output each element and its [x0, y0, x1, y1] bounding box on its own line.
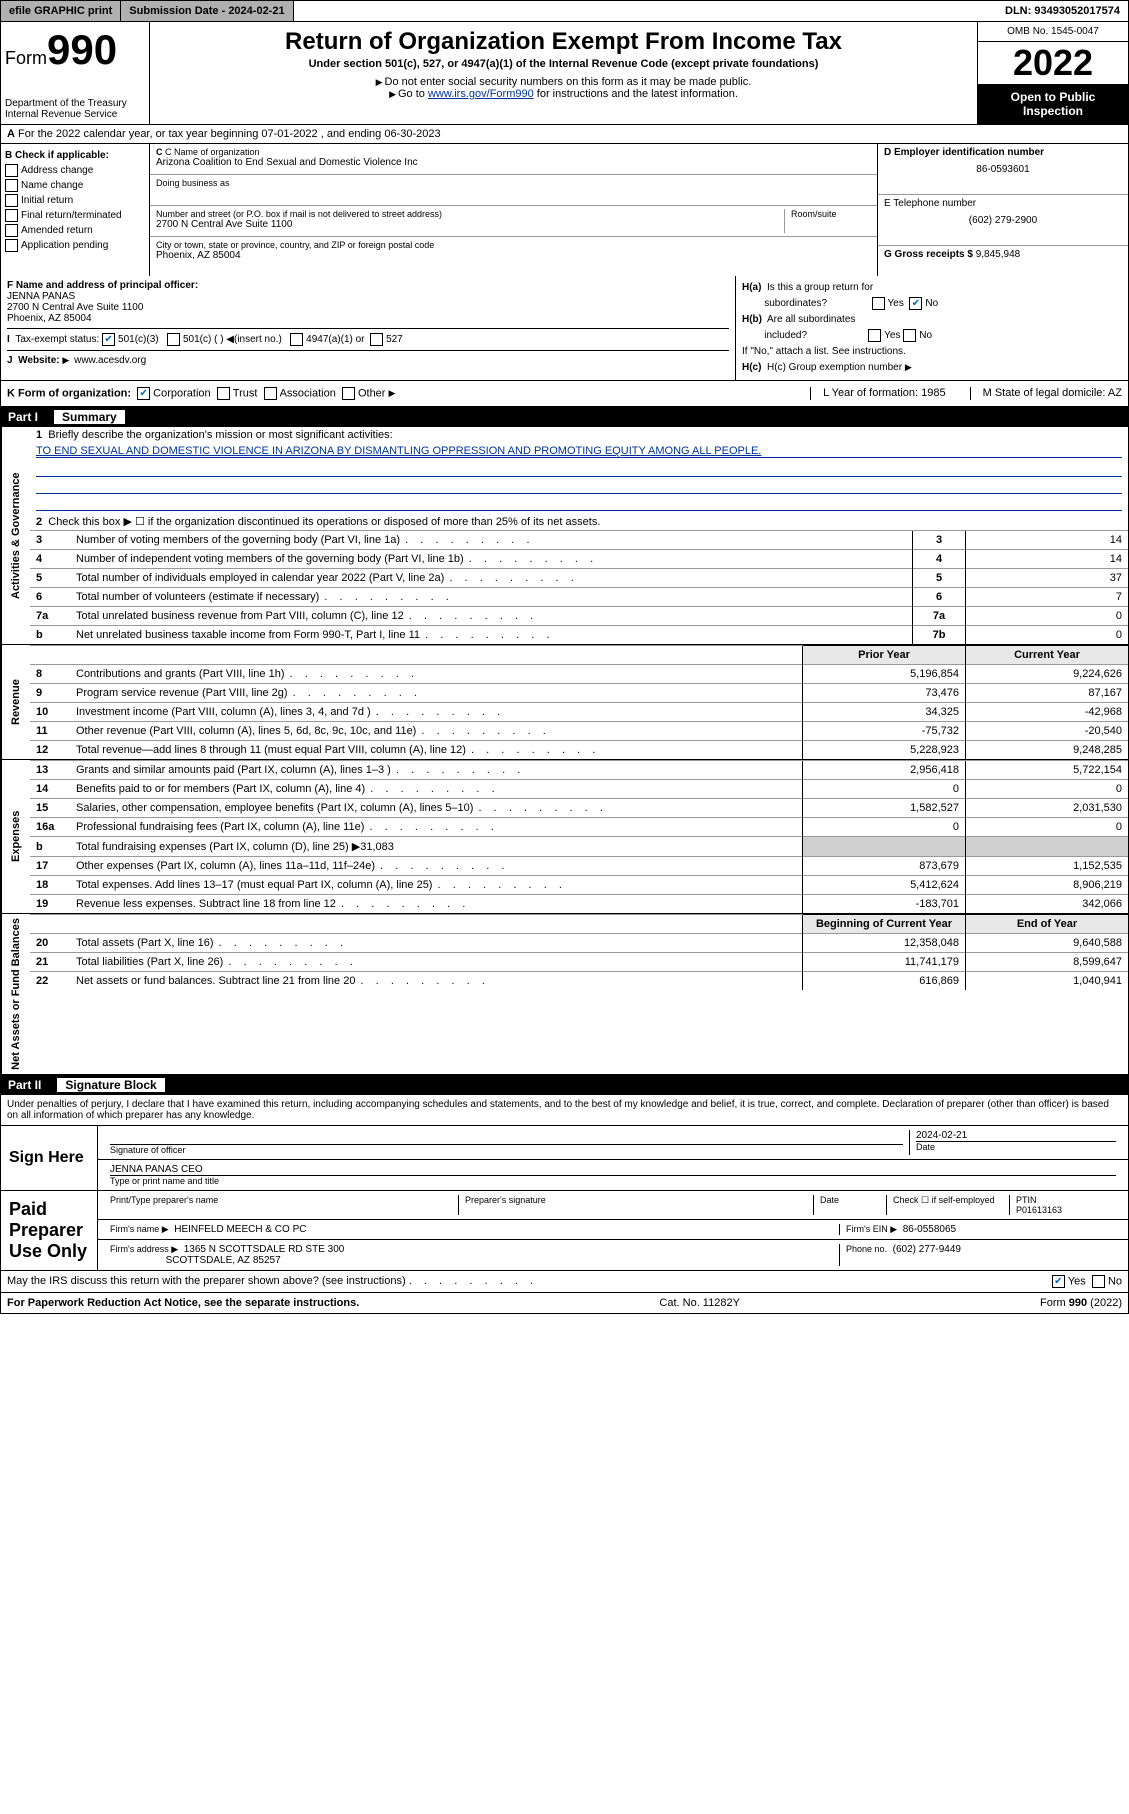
dept-treasury: Department of the Treasury — [5, 98, 145, 109]
omb-number: OMB No. 1545-0047 — [978, 22, 1128, 42]
netassets-table: Beginning of Current Year End of Year 20… — [30, 914, 1128, 990]
submission-date: Submission Date - 2024-02-21 — [121, 1, 293, 21]
part1-header: Part I Summary — [0, 407, 1129, 427]
sig-officer-label: Signature of officer — [110, 1144, 903, 1155]
officer-label: F Name and address of principal officer: — [7, 280, 198, 291]
side-governance: Activities & Governance — [1, 427, 30, 644]
officer-name: JENNA PANAS — [7, 291, 75, 302]
efile-graphic-print[interactable]: efile GRAPHIC print — [1, 1, 121, 21]
self-employed-check[interactable]: Check ☐ if self-employed — [887, 1195, 1010, 1215]
ein-label: D Employer identification number — [884, 147, 1122, 158]
city: Phoenix, AZ 85004 — [156, 250, 871, 261]
gross-receipts: 9,845,948 — [976, 249, 1021, 260]
prep-date-label: Date — [814, 1195, 887, 1215]
mission-label: Briefly describe the organization's miss… — [48, 429, 392, 441]
note-ssn: Do not enter social security numbers on … — [385, 76, 752, 88]
discuss-question: May the IRS discuss this return with the… — [7, 1275, 406, 1287]
hb-note: If "No," attach a list. See instructions… — [742, 344, 1122, 360]
org-name: Arizona Coalition to End Sexual and Dome… — [156, 157, 871, 168]
form-title: Return of Organization Exempt From Incom… — [154, 28, 973, 56]
prep-sig-label: Preparer's signature — [459, 1195, 814, 1215]
cat-no: Cat. No. 11282Y — [659, 1297, 740, 1309]
room-label: Room/suite — [791, 209, 871, 219]
box-b: B Check if applicable: Address change Na… — [1, 144, 150, 276]
gross-receipts-label: G Gross receipts $ — [884, 249, 973, 260]
officer-addr1: 2700 N Central Ave Suite 1100 — [7, 302, 143, 313]
form-number: Form990 — [5, 26, 145, 74]
expenses-table: 13Grants and similar amounts paid (Part … — [30, 760, 1128, 913]
year-formation: L Year of formation: 1985 — [810, 387, 946, 400]
tax-year: 2022 — [978, 42, 1128, 84]
irs-link[interactable]: www.irs.gov/Form990 — [428, 88, 534, 100]
firm-addr2: SCOTTSDALE, AZ 85257 — [166, 1255, 281, 1266]
form-subtitle: Under section 501(c), 527, or 4947(a)(1)… — [154, 58, 973, 70]
side-revenue: Revenue — [1, 645, 30, 759]
dln: DLN: 93493052017574 — [997, 1, 1128, 21]
paid-preparer-label: Paid Preparer Use Only — [1, 1191, 97, 1270]
line2: Check this box ▶ ☐ if the organization d… — [48, 516, 600, 528]
website[interactable]: www.acesdv.org — [74, 355, 146, 366]
city-label: City or town, state or province, country… — [156, 240, 871, 250]
ein: 86-0593601 — [884, 158, 1122, 175]
state-domicile: M State of legal domicile: AZ — [970, 387, 1122, 400]
dba-label: Doing business as — [156, 178, 871, 188]
revenue-table: Prior Year Current Year 8Contributions a… — [30, 645, 1128, 759]
part2-header: Part II Signature Block — [0, 1075, 1129, 1095]
side-expenses: Expenses — [1, 760, 30, 913]
paperwork-notice: For Paperwork Reduction Act Notice, see … — [7, 1297, 359, 1309]
firm-ein: 86-0558065 — [903, 1224, 956, 1235]
firm-addr1: 1365 N SCOTTSDALE RD STE 300 — [184, 1244, 345, 1255]
sig-name-label: Type or print name and title — [110, 1175, 1116, 1186]
org-name-label: C C Name of organization — [156, 147, 871, 157]
sign-here-label: Sign Here — [1, 1126, 97, 1190]
public-inspection: Open to Public Inspection — [978, 84, 1128, 124]
firm-name: HEINFELD MEECH & CO PC — [174, 1224, 306, 1235]
row-k: K Form of organization: Corporation Trus… — [0, 381, 1129, 407]
website-label: Website: — [18, 355, 60, 366]
row-a-tax-year: A For the 2022 calendar year, or tax yea… — [0, 125, 1129, 144]
phone: (602) 279-2900 — [884, 209, 1122, 226]
firm-phone: (602) 277-9449 — [893, 1244, 961, 1255]
sig-date: 2024-02-21 — [916, 1130, 1116, 1141]
street-label: Number and street (or P.O. box if mail i… — [156, 209, 784, 219]
penalty-statement: Under penalties of perjury, I declare th… — [0, 1095, 1129, 1126]
mission-text: TO END SEXUAL AND DOMESTIC VIOLENCE IN A… — [36, 445, 1122, 458]
sig-date-label: Date — [916, 1141, 1116, 1152]
form-header: Form990 Department of the Treasury Inter… — [0, 22, 1129, 125]
side-netassets: Net Assets or Fund Balances — [1, 914, 30, 1074]
ptin: P01613163 — [1016, 1205, 1062, 1215]
street: 2700 N Central Ave Suite 1100 — [156, 219, 784, 230]
prep-name-label: Print/Type preparer's name — [104, 1195, 459, 1215]
phone-label: E Telephone number — [884, 198, 1122, 209]
governance-table: 3Number of voting members of the governi… — [30, 530, 1128, 644]
top-bar: efile GRAPHIC print Submission Date - 20… — [0, 0, 1129, 22]
sig-name: JENNA PANAS CEO — [110, 1164, 1116, 1175]
irs: Internal Revenue Service — [5, 109, 145, 120]
ptin-label: PTIN — [1016, 1195, 1037, 1205]
officer-addr2: Phoenix, AZ 85004 — [7, 313, 92, 324]
form-ref: Form 990 (2022) — [1040, 1297, 1122, 1309]
tax-exempt-label: Tax-exempt status: — [15, 334, 99, 345]
